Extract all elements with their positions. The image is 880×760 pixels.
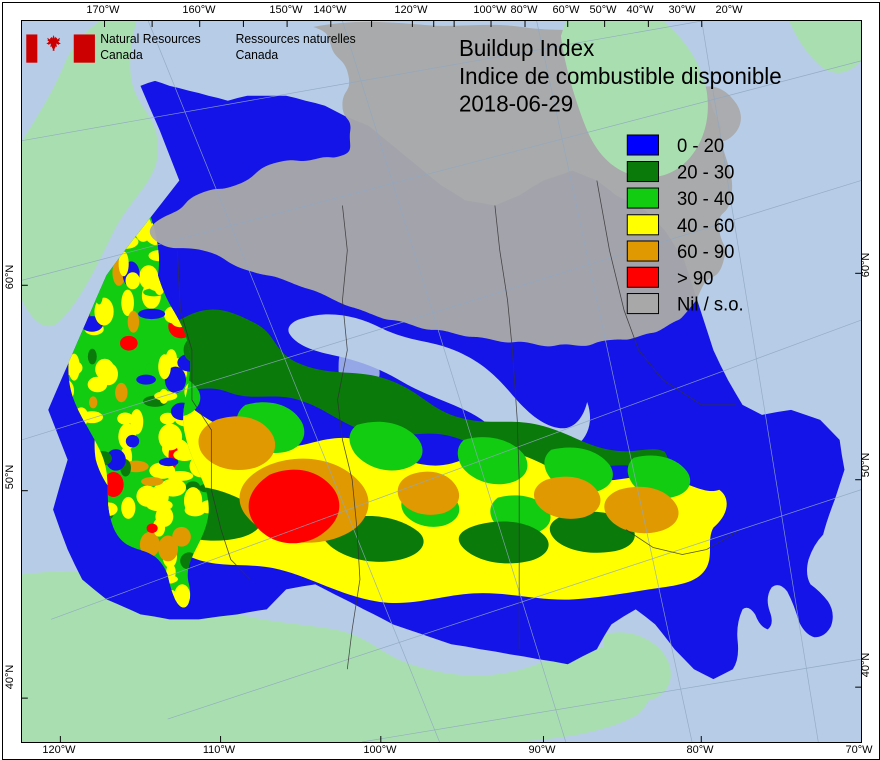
svg-text:110°W: 110°W [203, 744, 236, 756]
svg-text:Indice de combustible disponib: Indice de combustible disponible [459, 64, 782, 89]
svg-text:90°W: 90°W [528, 744, 556, 756]
svg-text:20°W: 20°W [715, 4, 743, 16]
svg-text:50°W: 50°W [589, 4, 617, 16]
svg-text:50°N: 50°N [4, 465, 16, 490]
svg-text:120°W: 120°W [42, 744, 76, 756]
svg-text:Buildup Index: Buildup Index [459, 36, 595, 61]
svg-text:20 - 30: 20 - 30 [677, 161, 734, 182]
svg-text:170°W: 170°W [86, 4, 120, 16]
svg-text:80°W: 80°W [510, 4, 538, 16]
svg-text:Canada: Canada [100, 48, 143, 62]
svg-text:Canada: Canada [236, 48, 279, 62]
svg-text:100°W: 100°W [473, 4, 507, 16]
svg-text:70°W: 70°W [845, 744, 873, 756]
svg-text:30°W: 30°W [668, 4, 696, 16]
svg-text:100°W: 100°W [363, 744, 397, 756]
svg-text:30 - 40: 30 - 40 [677, 188, 734, 209]
svg-text:40°N: 40°N [4, 665, 16, 690]
svg-text:0 - 20: 0 - 20 [677, 135, 724, 156]
svg-text:2018-06-29: 2018-06-29 [459, 91, 573, 116]
svg-text:160°W: 160°W [182, 4, 216, 16]
svg-text:> 90: > 90 [677, 267, 713, 288]
svg-text:150°W: 150°W [269, 4, 303, 16]
svg-text:40°W: 40°W [626, 4, 654, 16]
svg-text:120°W: 120°W [394, 4, 428, 16]
svg-text:60°W: 60°W [552, 4, 580, 16]
svg-text:50°N: 50°N [860, 453, 872, 478]
svg-text:140°W: 140°W [313, 4, 347, 16]
svg-text:40 - 60: 40 - 60 [677, 215, 734, 236]
svg-text:60°N: 60°N [860, 253, 872, 278]
svg-text:Natural Resources: Natural Resources [100, 32, 200, 46]
svg-text:60°N: 60°N [4, 265, 16, 290]
svg-text:60 - 90: 60 - 90 [677, 241, 734, 262]
svg-text:Nil / s.o.: Nil / s.o. [677, 293, 744, 314]
svg-text:80°W: 80°W [686, 744, 714, 756]
svg-text:Ressources naturelles: Ressources naturelles [236, 32, 356, 46]
svg-text:40°N: 40°N [860, 653, 872, 678]
